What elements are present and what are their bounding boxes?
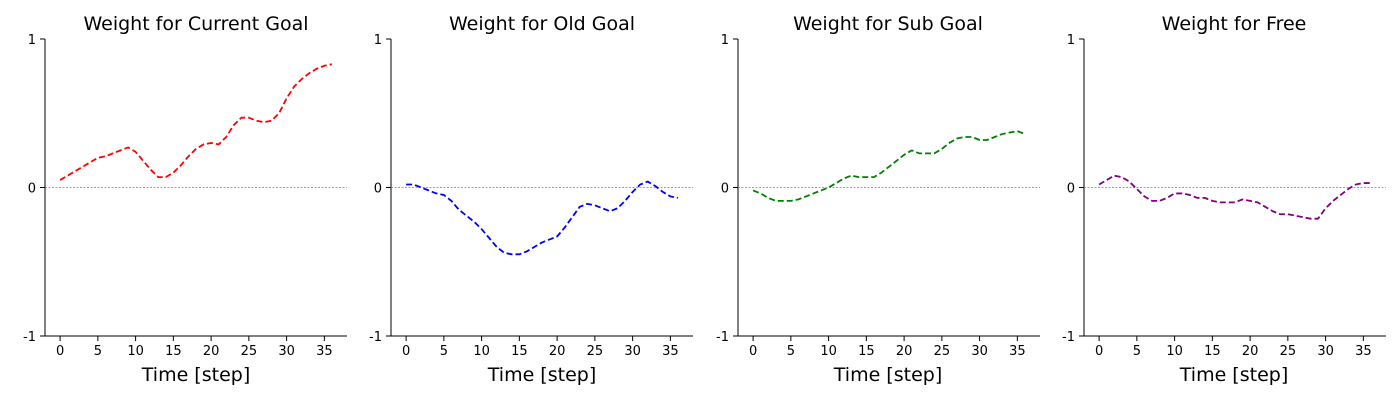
x-tick-label: 35 — [662, 344, 679, 359]
y-tick-label: 0 — [374, 182, 382, 197]
chart-title: Weight for Current Goal — [83, 13, 308, 35]
x-tick-label: 30 — [278, 344, 295, 359]
x-tick-label: 10 — [127, 344, 144, 359]
x-tick-label: 0 — [56, 344, 64, 359]
x-tick-label: 5 — [440, 344, 448, 359]
x-tick-label: 30 — [971, 344, 988, 359]
x-tick-label: 30 — [1317, 344, 1334, 359]
y-tick-label: 0 — [1067, 182, 1075, 197]
subplot-old-goal: Weight for Old Goal 0 5 10 15 20 25 30 35 -1 0 1 T… — [369, 13, 693, 386]
axes: 0 5 10 15 20 25 30 35 -1 0 1 — [716, 33, 1040, 359]
plot-area — [1084, 174, 1386, 220]
series-line — [752, 130, 1026, 202]
x-axis-label: Time [step] — [833, 364, 942, 386]
y-tick-label: -1 — [1062, 330, 1075, 345]
x-tick-label: 35 — [1355, 344, 1372, 359]
subplot-current-goal: Weight for Current Goal 0 5 10 15 20 25 30 35-1… — [23, 13, 347, 386]
axes: 0 5 10 15 20 25 30 35 -1 0 1 — [23, 33, 347, 359]
x-tick-label: 35 — [1009, 344, 1026, 359]
axes: 0 5 10 15 20 25 30 35 -1 0 1 — [369, 33, 693, 359]
y-tick-label: -1 — [716, 330, 729, 345]
y-tick-label: -1 — [23, 330, 36, 345]
x-tick-label: 10 — [473, 344, 490, 359]
x-tick-label: 5 — [1133, 344, 1141, 359]
x-tick-label: 20 — [896, 344, 913, 359]
y-tick-label: 1 — [1067, 33, 1075, 48]
x-tick-label: 15 — [165, 344, 182, 359]
y-tick-label: 0 — [28, 182, 36, 197]
x-axis-label: Time [step] — [487, 364, 596, 386]
x-tick-label: 15 — [1204, 344, 1221, 359]
chart-title: Weight for Sub Goal — [793, 13, 983, 35]
x-tick-label: 0 — [1095, 344, 1103, 359]
x-tick-label: 15 — [511, 344, 528, 359]
x-tick-label: 0 — [402, 344, 410, 359]
x-tick-label: 10 — [1166, 344, 1183, 359]
x-tick-label: 10 — [820, 344, 837, 359]
plot-area — [738, 130, 1040, 202]
y-tick-label: 1 — [374, 33, 382, 48]
y-tick-label: 1 — [721, 33, 729, 48]
subplot-free: Weight for Free 0 5 10 15 20 25 30 35 -1 0 1 Time … — [1062, 13, 1386, 386]
x-tick-label: 35 — [316, 344, 333, 359]
x-tick-label: 5 — [787, 344, 795, 359]
x-tick-label: 25 — [587, 344, 604, 359]
axes: 0 5 10 15 20 25 30 35 -1 0 1 — [1062, 33, 1386, 359]
x-tick-label: 15 — [858, 344, 875, 359]
x-tick-label: 25 — [241, 344, 258, 359]
y-tick-label: -1 — [369, 330, 382, 345]
series-line — [406, 180, 679, 256]
x-tick-label: 20 — [549, 344, 566, 359]
plot-area — [45, 63, 347, 188]
y-tick-label: 0 — [721, 182, 729, 197]
x-tick-label: 30 — [624, 344, 641, 359]
chart-title: Weight for Free — [1162, 13, 1307, 35]
x-tick-label: 25 — [934, 344, 951, 359]
series-line — [1098, 174, 1371, 220]
y-tick-label: 1 — [28, 33, 36, 48]
x-tick-label: 0 — [749, 344, 757, 359]
x-tick-label: 20 — [203, 344, 220, 359]
plot-area — [391, 180, 693, 256]
series-line — [59, 63, 333, 181]
x-axis-label: Time [step] — [1179, 364, 1288, 386]
x-tick-label: 25 — [1280, 344, 1297, 359]
subplot-sub-goal: Weight for Sub Goal 0 5 10 15 20 25 30 35 -1 0 1 T… — [716, 13, 1040, 386]
x-axis-label: Time [step] — [141, 364, 250, 386]
chart-title: Weight for Old Goal — [449, 13, 635, 35]
x-tick-label: 5 — [94, 344, 102, 359]
x-tick-label: 20 — [1242, 344, 1259, 359]
